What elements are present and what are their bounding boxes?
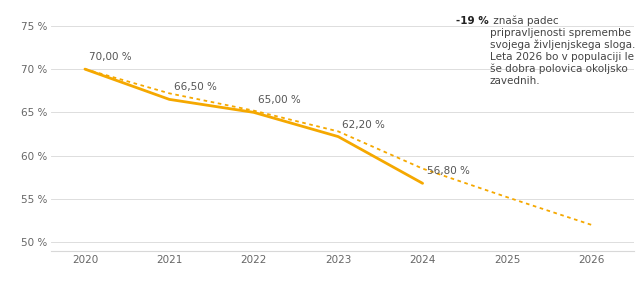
Text: 70,00 %: 70,00 % bbox=[89, 52, 132, 62]
Text: 66,50 %: 66,50 % bbox=[173, 82, 216, 92]
Text: 56,80 %: 56,80 % bbox=[427, 166, 470, 176]
Text: -19 %: -19 % bbox=[456, 16, 489, 26]
Text: 65,00 %: 65,00 % bbox=[258, 95, 301, 105]
Text: 62,20 %: 62,20 % bbox=[342, 120, 385, 130]
Text: znaša padec
pripravljenosti spremembe
svojega življenjskega sloga.
Leta 2026 bo : znaša padec pripravljenosti spremembe sv… bbox=[490, 16, 635, 86]
